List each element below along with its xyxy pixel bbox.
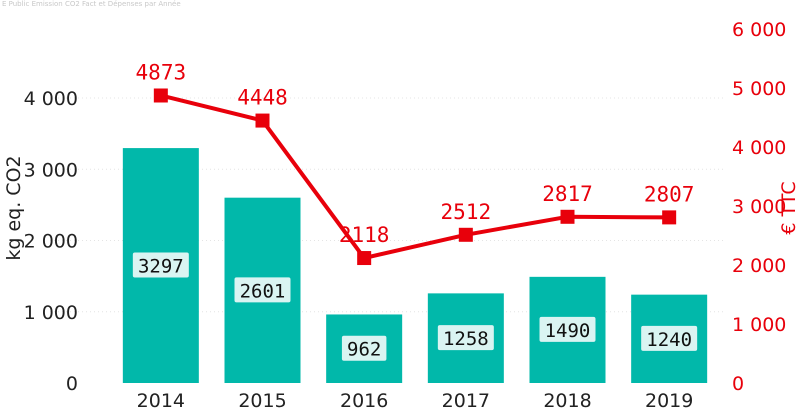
line-marker-2017 <box>458 227 473 242</box>
line-path <box>160 93 670 261</box>
left-tick: 3 000 <box>24 159 78 181</box>
bar-label-2018: 1490 <box>545 320 591 342</box>
right-tick: 5 000 <box>732 78 786 100</box>
line-label-2018: 2817 <box>542 182 593 206</box>
bar-label-2015: 2601 <box>240 280 286 302</box>
right-axis-ticks: 0 1 000 2 000 3 000 4 000 5 000 6 000 <box>732 19 786 395</box>
right-tick: 0 <box>732 373 744 395</box>
bar-label-2017: 1258 <box>443 328 489 350</box>
line-label-2019: 2807 <box>644 182 695 206</box>
line-label-2016: 2118 <box>339 223 390 247</box>
left-tick: 0 <box>66 373 78 395</box>
left-tick: 4 000 <box>24 88 78 110</box>
line-marker-2018 <box>560 209 575 224</box>
bar-label-2016: 962 <box>347 339 381 361</box>
bar-label-box <box>539 316 596 342</box>
line-marker-2016 <box>357 251 372 266</box>
x-tick-2014: 2014 <box>137 390 185 412</box>
x-axis-ticks: 2014 2015 2016 2017 2018 2019 <box>137 390 694 412</box>
x-tick-2016: 2016 <box>340 390 388 412</box>
right-axis-label: € TTC <box>778 181 800 234</box>
bar-label-box <box>132 252 189 278</box>
bar-label-box <box>234 277 291 303</box>
line-series <box>153 88 677 266</box>
x-tick-2019: 2019 <box>645 390 693 412</box>
bar-label-2019: 1240 <box>646 329 692 351</box>
line-marker-2015 <box>255 113 270 128</box>
x-tick-2018: 2018 <box>543 390 591 412</box>
line-label-2017: 2512 <box>441 200 492 224</box>
bar-series <box>122 148 708 383</box>
line-label-2014: 4873 <box>136 60 187 84</box>
bar-label-box <box>341 335 387 361</box>
left-axis-ticks: 0 1 000 2 000 3 000 4 000 <box>24 88 78 395</box>
left-axis-label: kg eq. CO2 <box>3 155 25 260</box>
bar-label-box <box>641 325 698 351</box>
line-label-2015: 4448 <box>237 86 288 110</box>
right-tick: 6 000 <box>732 19 786 41</box>
bar-label-box <box>437 325 494 351</box>
line-marker-2019 <box>662 210 677 225</box>
right-tick: 1 000 <box>732 314 786 336</box>
bar-label-2014: 3297 <box>138 256 184 278</box>
right-tick: 2 000 <box>732 255 786 277</box>
x-tick-2015: 2015 <box>238 390 286 412</box>
left-tick: 1 000 <box>24 302 78 324</box>
line-data-labels: 4873 4448 2118 2512 2817 2807 <box>136 60 695 247</box>
source-note: E Public Emission CO2 Fact et Dépenses p… <box>2 0 181 8</box>
right-tick: 3 000 <box>732 196 786 218</box>
line-marker-2014 <box>153 88 168 103</box>
bar-data-labels: 3297 2601 962 1258 1490 1240 <box>132 252 698 361</box>
left-tick: 2 000 <box>24 231 78 253</box>
x-tick-2017: 2017 <box>442 390 490 412</box>
right-tick: 4 000 <box>732 137 786 159</box>
